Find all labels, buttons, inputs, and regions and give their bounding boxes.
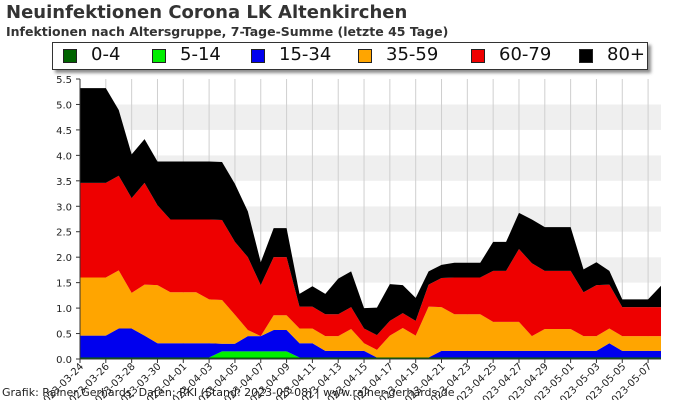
legend-swatch-0-4 (63, 49, 77, 63)
area-series-5-14 (80, 351, 661, 358)
y-tick-label: 0.5 (56, 330, 72, 341)
legend-label-15-34: 15-34 (279, 44, 332, 65)
grid-band (80, 104, 661, 130)
footer-credit: Grafik: Rainer Gerhards, Daten: RKI (Sta… (2, 386, 455, 399)
y-tick-label: 0.0 (56, 355, 72, 366)
legend: 0-4 5-14 15-34 35-59 60-79 80+ (52, 42, 648, 70)
legend-swatch-80plus (579, 49, 593, 63)
y-tick-label: 1.5 (56, 279, 72, 290)
legend-swatch-15-34 (251, 49, 265, 63)
legend-swatch-60-79 (471, 49, 485, 63)
legend-label-5-14: 5-14 (180, 44, 221, 65)
y-tick-label: 5.0 (56, 100, 72, 111)
y-tick-label: 3.0 (56, 202, 72, 213)
grid-band (80, 129, 661, 156)
y-tick-label: 3.5 (56, 177, 72, 188)
legend-swatch-35-59 (358, 49, 372, 63)
area-series-35-59 (80, 270, 661, 358)
y-tick-label: 4.5 (56, 126, 72, 137)
grid-band (80, 79, 661, 105)
chart-title: Neuinfektionen Corona LK Altenkirchen (6, 2, 408, 23)
y-tick-label: 2.0 (56, 253, 72, 264)
legend-label-0-4: 0-4 (91, 44, 121, 65)
y-tick-label: 1.0 (56, 304, 72, 315)
legend-label-35-59: 35-59 (386, 44, 439, 65)
axes: 0.00.51.01.52.02.53.03.54.04.55.05.52023… (37, 75, 661, 400)
area-series-60-79 (80, 175, 661, 350)
y-tick-label: 5.5 (56, 75, 72, 86)
area-series-80plus (80, 88, 661, 336)
y-tick-label: 2.5 (56, 228, 72, 239)
chart-subtitle: Infektionen nach Altersgruppe, 7-Tage-Su… (6, 24, 449, 39)
legend-label-80plus: 80+ (607, 44, 645, 65)
y-tick-label: 4.0 (56, 151, 72, 162)
area-series-15-34 (80, 328, 661, 358)
legend-swatch-5-14 (152, 49, 166, 63)
legend-label-60-79: 60-79 (499, 44, 552, 65)
